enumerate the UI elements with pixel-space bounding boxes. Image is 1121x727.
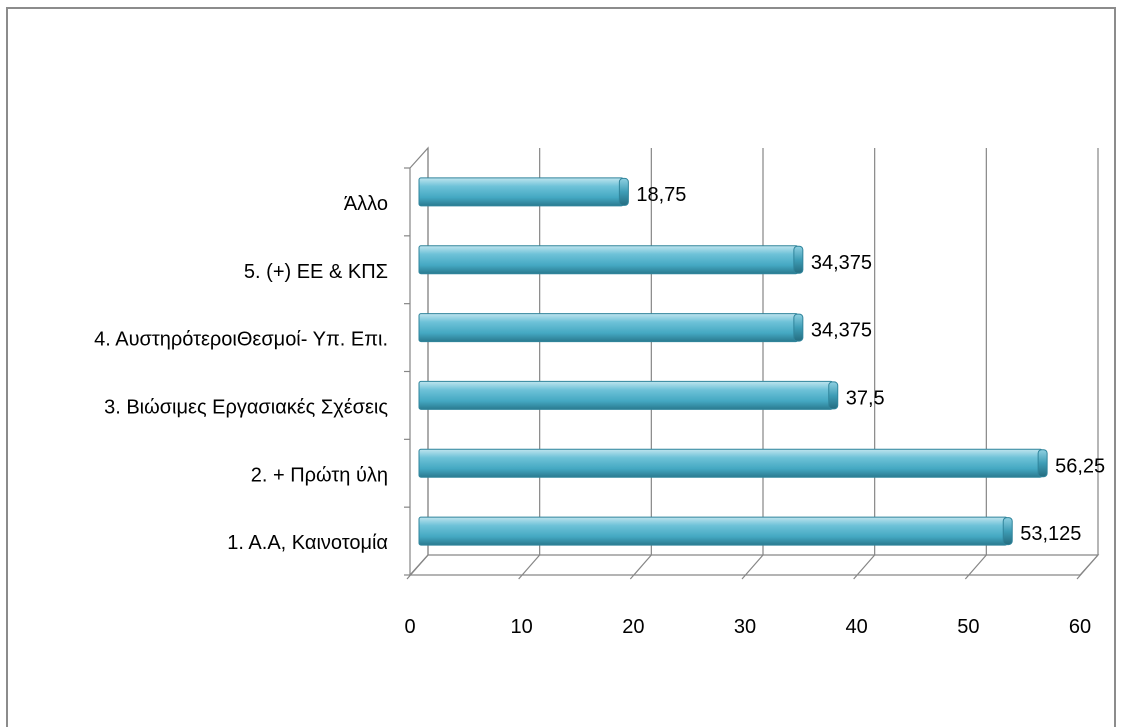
category-label-2: 5. (+) ΕΕ & ΚΠΣ <box>244 261 388 283</box>
bar-5 <box>418 448 1043 478</box>
chart-frame <box>6 7 1116 727</box>
bar-6 <box>418 516 1008 546</box>
bar-end-cap-2 <box>793 245 804 274</box>
category-label-6: 1. Α.Α, Καινοτομία <box>227 532 388 554</box>
x-tick-label-40: 40 <box>846 616 868 638</box>
x-tick-label-10: 10 <box>511 616 533 638</box>
category-label-5: 2. + Πρώτη ύλη <box>251 464 388 486</box>
bar-end-cap-3 <box>793 313 804 342</box>
floor-tick-20 <box>629 554 652 580</box>
bar-end-cap-6 <box>1002 517 1013 546</box>
x-axis-tick-labels: 0 10 20 30 40 50 60 <box>404 616 1091 638</box>
data-label-3: 34,375 <box>811 320 872 342</box>
x-tick-label-60: 60 <box>1069 616 1091 638</box>
chart-walls <box>408 146 1100 577</box>
left-wall <box>409 146 429 577</box>
x-tick-label-0: 0 <box>404 616 415 638</box>
bars <box>418 177 1048 546</box>
floor-tick-0 <box>406 554 429 580</box>
category-labels: Άλλο 5. (+) ΕΕ & ΚΠΣ 4. ΑυστηρότεροιΘεσμοί… <box>94 193 388 554</box>
bar-4 <box>418 380 834 410</box>
bar-1 <box>418 177 624 207</box>
data-label-1: 18,75 <box>636 184 686 206</box>
data-label-4: 37,5 <box>846 387 885 409</box>
bar-end-cap-5 <box>1037 449 1048 478</box>
bar-end-cap-1 <box>618 177 629 206</box>
floor-tick-10 <box>518 554 541 580</box>
gridlines <box>404 148 1099 580</box>
category-label-1: Άλλο <box>344 193 388 215</box>
floor-tick-30 <box>741 554 764 580</box>
category-label-3: 4. ΑυστηρότεροιΘεσμοί- Υπ. Επι. <box>94 329 388 351</box>
x-tick-label-20: 20 <box>622 616 644 638</box>
bar-3 <box>418 313 799 343</box>
category-label-4: 3. Βιώσιμες Εργασιακές Σχέσεις <box>104 396 388 418</box>
x-tick-label-30: 30 <box>734 616 756 638</box>
data-labels: 18,75 34,375 34,375 37,5 56,25 53,125 <box>636 184 1105 545</box>
floor-tick-40 <box>853 554 876 580</box>
floor-tick-60 <box>1076 554 1099 580</box>
data-label-5: 56,25 <box>1055 455 1105 477</box>
bar-2 <box>418 245 799 275</box>
bar-end-cap-4 <box>828 381 839 410</box>
floor-tick-50 <box>964 554 987 580</box>
data-label-2: 34,375 <box>811 252 872 274</box>
data-label-6: 53,125 <box>1020 523 1081 545</box>
x-tick-label-50: 50 <box>957 616 979 638</box>
